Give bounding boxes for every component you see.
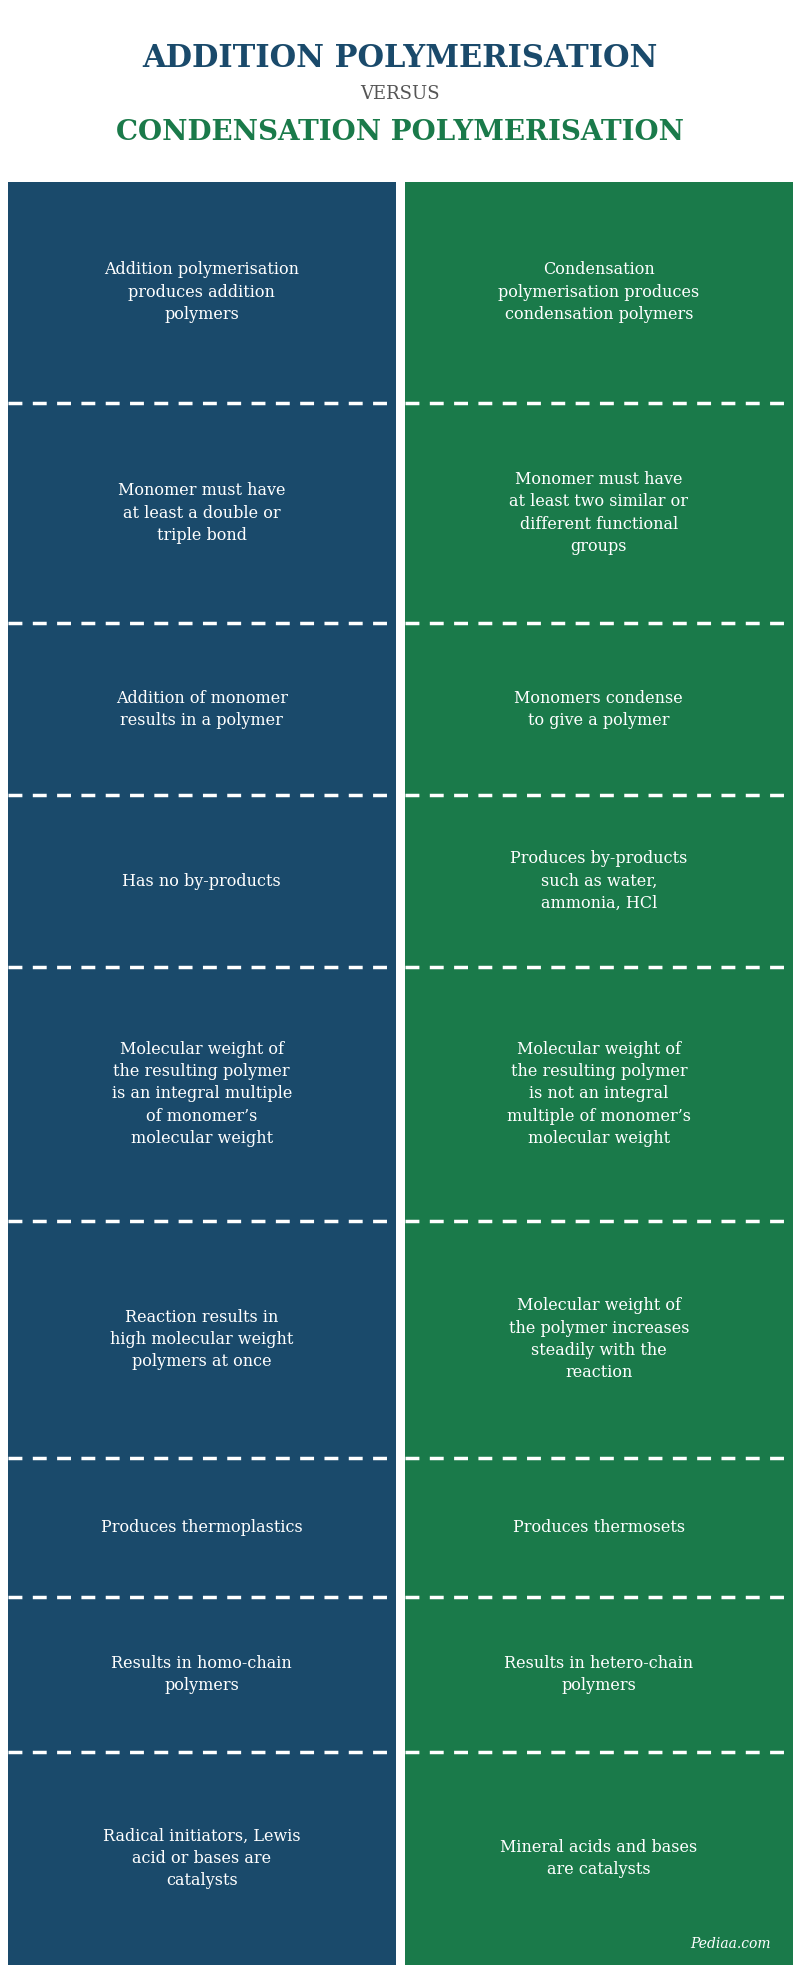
Text: CONDENSATION POLYMERISATION: CONDENSATION POLYMERISATION [116, 118, 683, 146]
Text: VERSUS: VERSUS [360, 85, 439, 103]
Text: ADDITION POLYMERISATION: ADDITION POLYMERISATION [141, 43, 658, 75]
Bar [8, 1458, 396, 1598]
Text: Addition of monomer
results in a polymer: Addition of monomer results in a polymer [116, 689, 288, 729]
Bar [8, 1752, 396, 1965]
Bar [8, 403, 396, 624]
Text: Monomers condense
to give a polymer: Monomers condense to give a polymer [515, 689, 683, 729]
Bar [8, 182, 396, 403]
Text: Addition polymerisation
produces addition
polymers: Addition polymerisation produces additio… [104, 261, 300, 322]
Bar [405, 796, 793, 968]
Text: Monomer must have
at least a double or
triple bond: Monomer must have at least a double or t… [118, 482, 285, 543]
Text: Monomer must have
at least two similar or
different functional
groups: Monomer must have at least two similar o… [509, 472, 689, 555]
Bar [8, 968, 396, 1221]
Text: Molecular weight of
the resulting polymer
is an integral multiple
of monomer’s
m: Molecular weight of the resulting polyme… [112, 1041, 292, 1147]
Text: Reaction results in
high molecular weight
polymers at once: Reaction results in high molecular weigh… [110, 1309, 293, 1371]
Bar [405, 1458, 793, 1598]
Bar [8, 1221, 396, 1458]
Bar [8, 796, 396, 968]
Bar [405, 968, 793, 1221]
Text: Radical initiators, Lewis
acid or bases are
catalysts: Radical initiators, Lewis acid or bases … [103, 1829, 300, 1890]
Text: Molecular weight of
the resulting polymer
is not an integral
multiple of monomer: Molecular weight of the resulting polyme… [507, 1041, 691, 1147]
Bar [405, 403, 793, 624]
Bar [405, 182, 793, 403]
Text: Produces thermosets: Produces thermosets [513, 1519, 685, 1537]
Bar [405, 1221, 793, 1458]
Bar [405, 624, 793, 796]
Text: Produces by-products
such as water,
ammonia, HCl: Produces by-products such as water, ammo… [511, 851, 687, 912]
Text: Pediaa.com: Pediaa.com [690, 1937, 771, 1951]
Text: Produces thermoplastics: Produces thermoplastics [101, 1519, 303, 1537]
Text: Results in homo-chain
polymers: Results in homo-chain polymers [111, 1655, 292, 1695]
Bar [405, 1752, 793, 1965]
Text: Has no by-products: Has no by-products [122, 873, 281, 889]
Text: Results in hetero-chain
polymers: Results in hetero-chain polymers [504, 1655, 694, 1695]
Bar [8, 624, 396, 796]
Text: Mineral acids and bases
are catalysts: Mineral acids and bases are catalysts [500, 1839, 698, 1878]
Bar [8, 1598, 396, 1752]
Text: Molecular weight of
the polymer increases
steadily with the
reaction: Molecular weight of the polymer increase… [509, 1298, 689, 1381]
Bar [405, 1598, 793, 1752]
Text: Condensation
polymerisation produces
condensation polymers: Condensation polymerisation produces con… [499, 261, 699, 322]
